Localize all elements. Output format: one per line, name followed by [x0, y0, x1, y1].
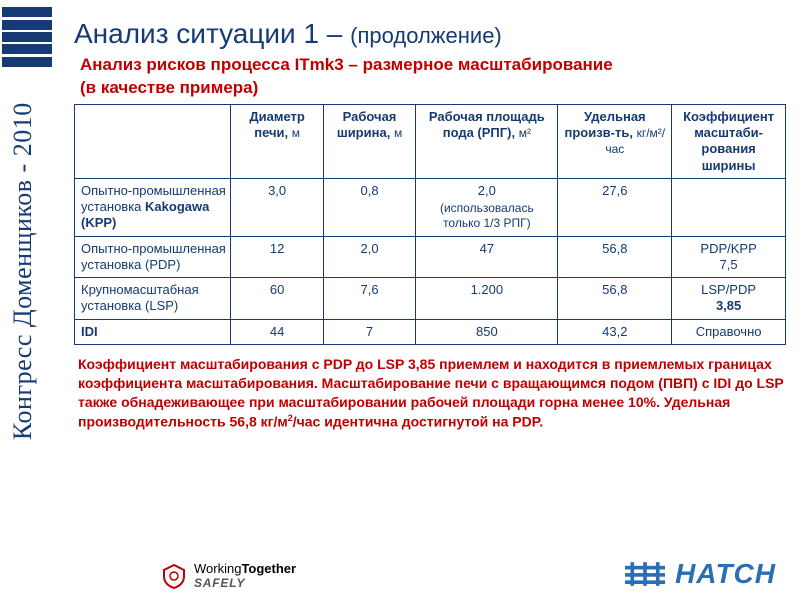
cell-scale: Справочно — [672, 319, 786, 344]
cell-productivity: 43,2 — [558, 319, 672, 344]
cell-area: 850 — [416, 319, 558, 344]
analysis-table: Диаметр печи, м Рабочая ширина, м Рабоча… — [74, 104, 786, 345]
cell-scale: LSP/PDP3,85 — [672, 278, 786, 320]
slide-content: Анализ ситуации 1 – (продолжение) Анализ… — [74, 18, 786, 431]
th-scale: Коэффициент масштаби-рования ширины — [672, 104, 786, 178]
th-blank — [75, 104, 231, 178]
cell-width: 7 — [323, 319, 415, 344]
subtitle-line2: (в качестве примера) — [80, 78, 258, 97]
working-together-safely-logo: WorkingTogether SAFELY — [160, 562, 296, 590]
cell-diameter: 3,0 — [231, 178, 323, 236]
slide-footer: WorkingTogether SAFELY HATCH — [0, 558, 800, 590]
th-area: Рабочая площадь пода (РПГ), м² — [416, 104, 558, 178]
hatch-wordmark: HATCH — [675, 558, 776, 590]
cell-diameter: 44 — [231, 319, 323, 344]
cell-diameter: 60 — [231, 278, 323, 320]
row-label: Опытно-промышленная установка (PDP) — [75, 236, 231, 278]
row-label: IDI — [75, 319, 231, 344]
table-row: Крупномасштабная установка (LSP) 60 7,6 … — [75, 278, 786, 320]
wt-text: WorkingTogether SAFELY — [194, 562, 296, 589]
slide-title: Анализ ситуации 1 – (продолжение) — [74, 18, 786, 50]
cell-diameter: 12 — [231, 236, 323, 278]
subtitle-line1: Анализ рисков процесса ITmk3 – размерное… — [80, 55, 613, 74]
hatch-icon — [625, 561, 665, 587]
sidebar-event-label: Конгресс Доменщиков - 2010 — [8, 102, 38, 440]
table-body: Опытно-промышленная установка Kakogawa (… — [75, 178, 786, 344]
table-header-row: Диаметр печи, м Рабочая ширина, м Рабоча… — [75, 104, 786, 178]
safety-icon — [160, 562, 188, 590]
row-label: Опытно-промышленная установка Kakogawa (… — [75, 178, 231, 236]
table-row: Опытно-промышленная установка (PDP) 12 2… — [75, 236, 786, 278]
title-sub: (продолжение) — [350, 23, 502, 48]
table-row: Опытно-промышленная установка Kakogawa (… — [75, 178, 786, 236]
cell-scale: PDP/KPP7,5 — [672, 236, 786, 278]
cell-width: 7,6 — [323, 278, 415, 320]
cell-area: 47 — [416, 236, 558, 278]
table-row: IDI 44 7 850 43,2 Справочно — [75, 319, 786, 344]
th-productivity: Удельная произв-ть, кг/м²/час — [558, 104, 672, 178]
corner-decoration — [0, 0, 60, 74]
conclusion-text: Коэффициент масштабирования с PDP до LSP… — [74, 355, 786, 431]
row-label: Крупномасштабная установка (LSP) — [75, 278, 231, 320]
cell-area: 1.200 — [416, 278, 558, 320]
th-width: Рабочая ширина, м — [323, 104, 415, 178]
cell-scale — [672, 178, 786, 236]
title-main: Анализ ситуации 1 – — [74, 18, 350, 49]
cell-productivity: 27,6 — [558, 178, 672, 236]
cell-productivity: 56,8 — [558, 236, 672, 278]
cell-productivity: 56,8 — [558, 278, 672, 320]
cell-area: 2,0(использовалась только 1/3 РПГ) — [416, 178, 558, 236]
cell-width: 0,8 — [323, 178, 415, 236]
cell-width: 2,0 — [323, 236, 415, 278]
hatch-logo: HATCH — [625, 558, 776, 590]
slide-subtitle: Анализ рисков процесса ITmk3 – размерное… — [74, 54, 786, 100]
th-diameter: Диаметр печи, м — [231, 104, 323, 178]
